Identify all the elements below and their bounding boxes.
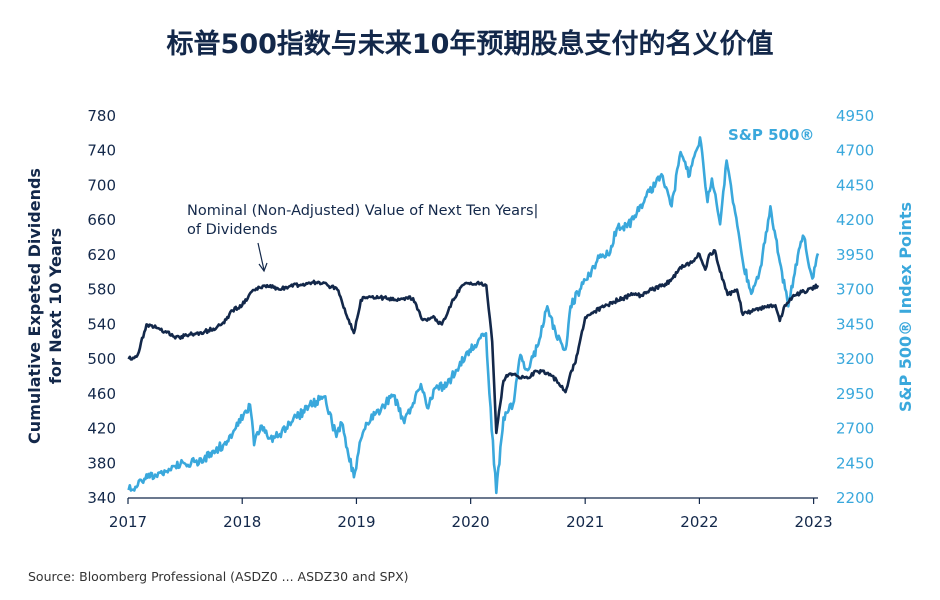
left-tick-label: 620	[87, 246, 116, 264]
dividends-series-line	[127, 249, 820, 435]
right-tick-label: 3950	[836, 246, 874, 264]
source-note: Source: Bloomberg Professional (ASDZ0 ..…	[28, 569, 409, 584]
x-axis-tick-marks	[127, 498, 815, 504]
x-tick-label: 2023	[795, 513, 833, 531]
right-axis-title: S&P 500® Index Points	[896, 202, 915, 412]
right-tick-label: 2950	[836, 385, 874, 403]
sp500-series-label: S&P 500®	[728, 126, 814, 144]
right-tick-label: 4950	[836, 107, 874, 125]
right-tick-label: 3450	[836, 315, 874, 333]
x-tick-label: 2020	[452, 513, 490, 531]
right-tick-label: 4450	[836, 176, 874, 194]
chart-title: 标普500指数与未来10年预期股息支付的名义价值	[166, 29, 774, 60]
right-axis-ticks: 4950 4700 4450 4200 3950 3700 3450 3200 2950 2700…	[836, 107, 874, 507]
x-tick-label: 2017	[109, 513, 147, 531]
right-tick-label: 4700	[836, 142, 874, 160]
x-tick-label: 2021	[566, 513, 604, 531]
sp500-series-line	[127, 136, 820, 495]
x-tick-label: 2018	[223, 513, 261, 531]
x-tick-label: 2019	[337, 513, 375, 531]
left-axis-title-line2: for Next 10 Years	[46, 228, 65, 384]
dividends-annotation-line1: Nominal (Non-Adjusted) Value of Next Ten…	[187, 203, 538, 219]
left-tick-label: 540	[87, 315, 116, 333]
x-axis-ticks: 2017 2018 2019 2020 2021 2022 2023	[109, 513, 833, 531]
left-axis-ticks: 780 740 700 660 620 580 540 500 460 420 380 340	[87, 107, 116, 507]
left-tick-label: 780	[87, 107, 116, 125]
right-tick-label: 3700	[836, 281, 874, 299]
left-axis-title-line1: Cumulative Expeted Dividends	[25, 168, 44, 444]
dividends-annotation-line2: of Dividends	[187, 222, 277, 238]
left-tick-label: 460	[87, 385, 116, 403]
right-tick-label: 2200	[836, 489, 874, 507]
left-tick-label: 340	[87, 489, 116, 507]
left-tick-label: 580	[87, 281, 116, 299]
left-tick-label: 660	[87, 211, 116, 229]
right-tick-label: 4200	[836, 211, 874, 229]
left-tick-label: 500	[87, 350, 116, 368]
left-tick-label: 420	[87, 420, 116, 438]
annotation-arrow-icon	[257, 242, 268, 273]
left-tick-label: 740	[87, 142, 116, 160]
left-tick-label: 380	[87, 454, 116, 472]
right-tick-label: 2700	[836, 420, 874, 438]
x-tick-label: 2022	[680, 513, 718, 531]
left-tick-label: 700	[87, 176, 116, 194]
right-tick-label: 3200	[836, 350, 874, 368]
right-tick-label: 2450	[836, 454, 874, 472]
